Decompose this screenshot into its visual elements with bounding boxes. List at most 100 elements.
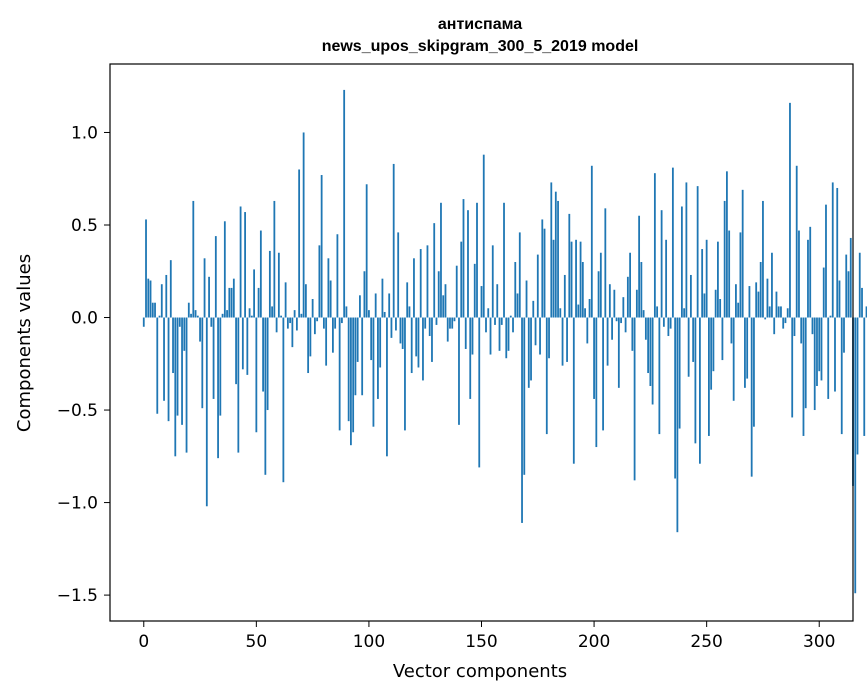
bar [638, 215, 641, 318]
bar [811, 317, 814, 335]
bar [678, 317, 681, 429]
bar [397, 232, 400, 318]
bar [368, 310, 370, 318]
bar [566, 317, 568, 362]
bar [404, 317, 406, 431]
bar [169, 260, 172, 318]
bar [485, 317, 487, 333]
x-tick-label: 0 [138, 632, 149, 652]
bar [599, 252, 602, 318]
bar [196, 315, 199, 318]
bar [217, 317, 219, 459]
bar [579, 241, 582, 318]
bar [687, 317, 690, 377]
bar [694, 317, 697, 444]
bar [662, 317, 665, 327]
x-tick-label: 150 [465, 632, 497, 652]
bar [237, 317, 240, 453]
bar [676, 317, 679, 533]
bar [232, 278, 235, 318]
bar [392, 163, 395, 318]
bar [467, 210, 469, 318]
bar [271, 306, 274, 318]
bar [413, 258, 415, 318]
bar [424, 317, 427, 329]
bar [158, 315, 161, 318]
bar [741, 189, 744, 318]
bar [620, 317, 622, 324]
bar [482, 154, 485, 318]
bar [194, 310, 197, 318]
bar [352, 317, 355, 433]
bar [494, 317, 496, 325]
bar [442, 295, 445, 318]
bar [712, 317, 715, 372]
bar [300, 313, 303, 318]
bar [253, 269, 255, 318]
bar [406, 282, 409, 318]
bar [563, 274, 566, 318]
bar [699, 317, 701, 464]
bar [214, 236, 217, 318]
bar [359, 295, 361, 318]
bar [593, 317, 595, 399]
bar [849, 237, 852, 318]
bar [244, 212, 246, 318]
bar [717, 241, 719, 318]
bar [496, 284, 499, 318]
bar [708, 317, 710, 436]
bar [626, 276, 629, 318]
bar [142, 317, 145, 327]
bar [347, 317, 350, 422]
bar [500, 317, 503, 325]
bar [329, 280, 332, 318]
bar [230, 287, 233, 318]
bar [653, 173, 656, 318]
bar [149, 280, 152, 318]
y-ticks: −1.5 −1.0 −0.5 0.0 0.5 1.0 [57, 123, 110, 606]
x-tick-label: 100 [353, 632, 385, 652]
bar [268, 250, 271, 318]
bar [843, 317, 845, 353]
bar [154, 302, 156, 318]
bar [665, 239, 668, 318]
bar [181, 317, 183, 425]
bar [248, 308, 251, 318]
bar [451, 317, 454, 329]
bar [813, 317, 816, 411]
bar [649, 317, 652, 386]
bar [286, 317, 289, 329]
bar [590, 165, 593, 318]
bar [431, 317, 433, 362]
bar [295, 317, 298, 331]
bar [235, 317, 237, 385]
bar [334, 317, 337, 329]
bar [723, 200, 726, 318]
bar [746, 317, 749, 379]
bar [660, 210, 663, 318]
y-tick-label: −1.0 [57, 494, 98, 514]
bar [793, 317, 796, 337]
bar [185, 317, 188, 453]
bar [780, 306, 782, 318]
bar [863, 317, 866, 436]
bar [460, 241, 463, 318]
bar [829, 315, 832, 318]
bar [327, 258, 330, 318]
bar [730, 317, 733, 344]
bar [313, 317, 316, 335]
bar [190, 313, 192, 318]
bar [228, 287, 231, 318]
bar [163, 317, 165, 401]
bar [820, 317, 823, 381]
chart-subtitle: news_upos_skipgram_300_5_2019 model [322, 38, 639, 55]
bar [435, 317, 438, 325]
bar [509, 315, 512, 318]
bar [710, 317, 713, 390]
bar [410, 317, 413, 374]
bar [262, 317, 264, 392]
bar [714, 289, 717, 318]
bar [440, 202, 442, 318]
plot-frame [109, 63, 854, 622]
bar [343, 89, 346, 318]
